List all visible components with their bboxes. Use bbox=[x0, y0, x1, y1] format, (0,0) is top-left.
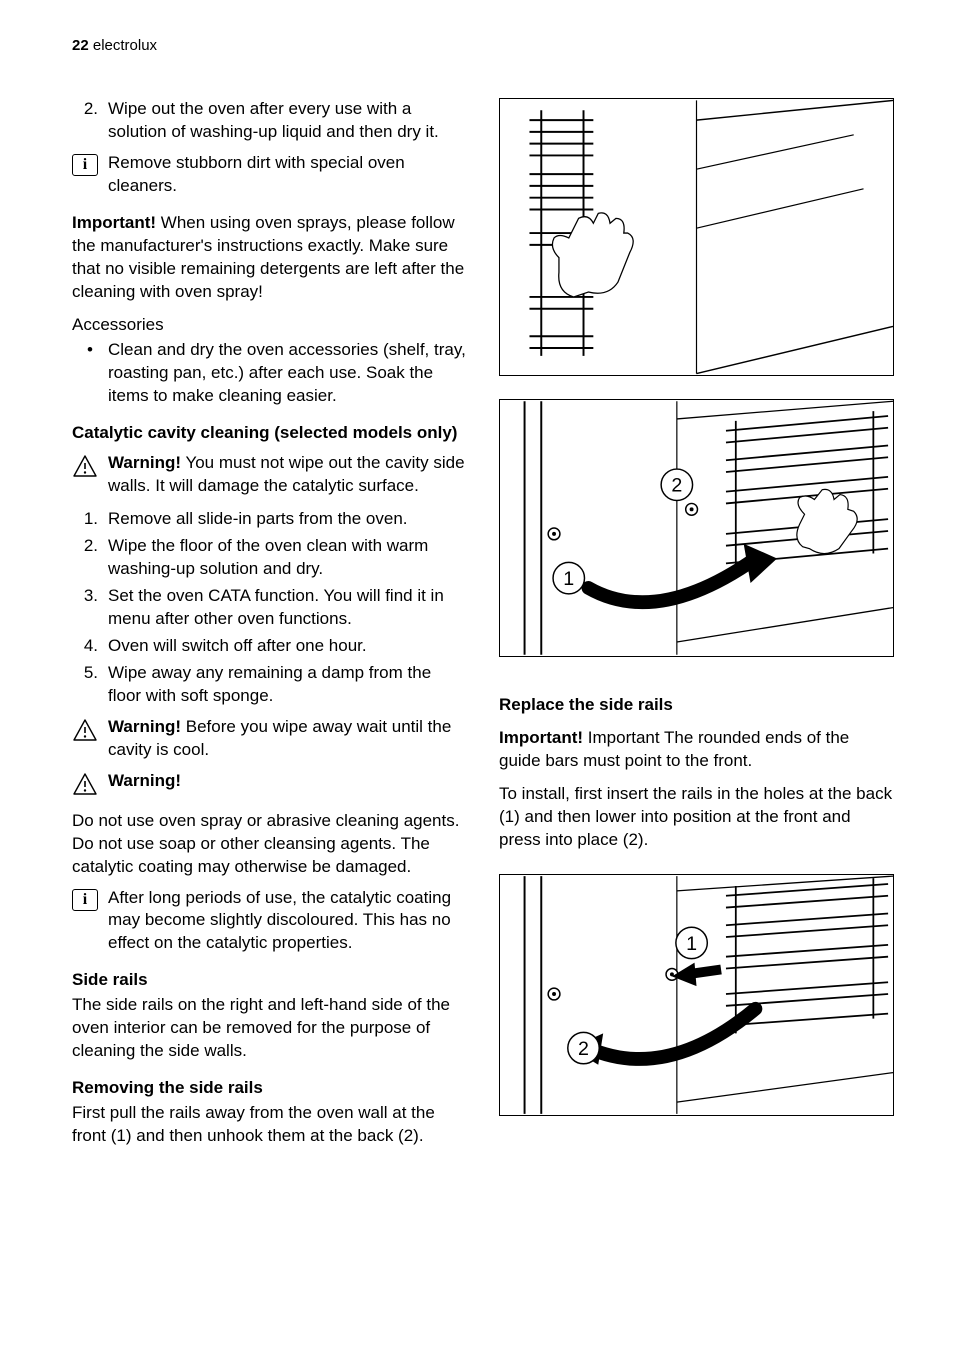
warning-row: Warning! Before you wipe away wait until… bbox=[72, 716, 467, 762]
list-item: 4. Oven will switch off after one hour. bbox=[72, 635, 467, 658]
figure-remove-rails-1 bbox=[499, 98, 894, 376]
removing-heading: Removing the side rails bbox=[72, 1077, 467, 1100]
replace-heading: Replace the side rails bbox=[499, 694, 894, 717]
warning-icon bbox=[72, 454, 98, 478]
install-text: To install, first insert the rails in th… bbox=[499, 783, 894, 852]
step-number: 2. bbox=[72, 535, 108, 581]
figure-replace-rails: 1 2 bbox=[499, 874, 894, 1116]
info-icon-cell: i bbox=[72, 152, 108, 198]
accessories-heading: Accessories bbox=[72, 314, 467, 337]
step-number: 5. bbox=[72, 662, 108, 708]
bullet-text: Clean and dry the oven accessories (shel… bbox=[108, 339, 467, 408]
list-item: 3. Set the oven CATA function. You will … bbox=[72, 585, 467, 631]
warning-icon-cell bbox=[72, 452, 108, 498]
list-item: 1. Remove all slide-in parts from the ov… bbox=[72, 508, 467, 531]
figure-remove-rails-2: 1 2 bbox=[499, 399, 894, 657]
list-item: 5. Wipe away any remaining a damp from t… bbox=[72, 662, 467, 708]
warning-text: Warning! You must not wipe out the cavit… bbox=[108, 452, 467, 498]
info-icon-cell: i bbox=[72, 887, 108, 956]
step-number: 3. bbox=[72, 585, 108, 631]
step-text: Oven will switch off after one hour. bbox=[108, 635, 467, 658]
step-text: Set the oven CATA function. You will fin… bbox=[108, 585, 467, 631]
info-text: Remove stubborn dirt with special oven c… bbox=[108, 152, 467, 198]
figure-label-2: 2 bbox=[578, 1038, 589, 1060]
replace-important: Important! Important The rounded ends of… bbox=[499, 727, 894, 773]
left-column: 2. Wipe out the oven after every use wit… bbox=[72, 98, 467, 1148]
siderails-text: The side rails on the right and left-han… bbox=[72, 994, 467, 1063]
warning-row: Warning! You must not wipe out the cavit… bbox=[72, 452, 467, 498]
warning-row: Warning! bbox=[72, 770, 467, 796]
figure-label-1: 1 bbox=[686, 933, 697, 955]
bullet-dot: • bbox=[72, 339, 108, 408]
step-number: 2. bbox=[72, 98, 108, 144]
warning-icon-cell bbox=[72, 716, 108, 762]
warning-label: Warning! bbox=[108, 453, 181, 472]
brand-name: electrolux bbox=[93, 37, 157, 54]
list-item: 2. Wipe the floor of the oven clean with… bbox=[72, 535, 467, 581]
important-label: Important! bbox=[72, 213, 156, 232]
step-text: Wipe the floor of the oven clean with wa… bbox=[108, 535, 467, 581]
step-text: Wipe away any remaining a damp from the … bbox=[108, 662, 467, 708]
info-icon: i bbox=[72, 154, 98, 176]
warning-text: Warning! Before you wipe away wait until… bbox=[108, 716, 467, 762]
warning-icon bbox=[72, 718, 98, 742]
warning-icon bbox=[72, 772, 98, 796]
info-icon: i bbox=[72, 889, 98, 911]
warning-label: Warning! bbox=[108, 770, 467, 796]
list-item: 2. Wipe out the oven after every use wit… bbox=[72, 98, 467, 144]
removing-text: First pull the rails away from the oven … bbox=[72, 1102, 467, 1148]
numbered-list: 1. Remove all slide-in parts from the ov… bbox=[72, 508, 467, 708]
step-text: Wipe out the oven after every use with a… bbox=[108, 98, 467, 144]
info-text: After long periods of use, the catalytic… bbox=[108, 887, 467, 956]
right-column: 1 2 Replace the side rails Important! Im… bbox=[499, 98, 894, 1148]
content-columns: 2. Wipe out the oven after every use wit… bbox=[72, 98, 894, 1148]
step-text: Remove all slide-in parts from the oven. bbox=[108, 508, 467, 531]
warning-label: Warning! bbox=[108, 717, 181, 736]
info-row: i Remove stubborn dirt with special oven… bbox=[72, 152, 467, 198]
abrasive-paragraph: Do not use oven spray or abrasive cleani… bbox=[72, 810, 467, 879]
catalytic-heading: Catalytic cavity cleaning (selected mode… bbox=[72, 422, 467, 445]
warning-icon-cell bbox=[72, 770, 108, 796]
page-number: 22 bbox=[72, 37, 89, 54]
figure-label-1: 1 bbox=[563, 568, 574, 590]
siderails-heading: Side rails bbox=[72, 969, 467, 992]
figure-label-2: 2 bbox=[671, 475, 682, 497]
list-item: • Clean and dry the oven accessories (sh… bbox=[72, 339, 467, 408]
step-number: 4. bbox=[72, 635, 108, 658]
important-label: Important! bbox=[499, 728, 583, 747]
important-paragraph: Important! When using oven sprays, pleas… bbox=[72, 212, 467, 304]
info-row: i After long periods of use, the catalyt… bbox=[72, 887, 467, 956]
step-number: 1. bbox=[72, 508, 108, 531]
page-header: 22 electrolux bbox=[72, 36, 894, 56]
